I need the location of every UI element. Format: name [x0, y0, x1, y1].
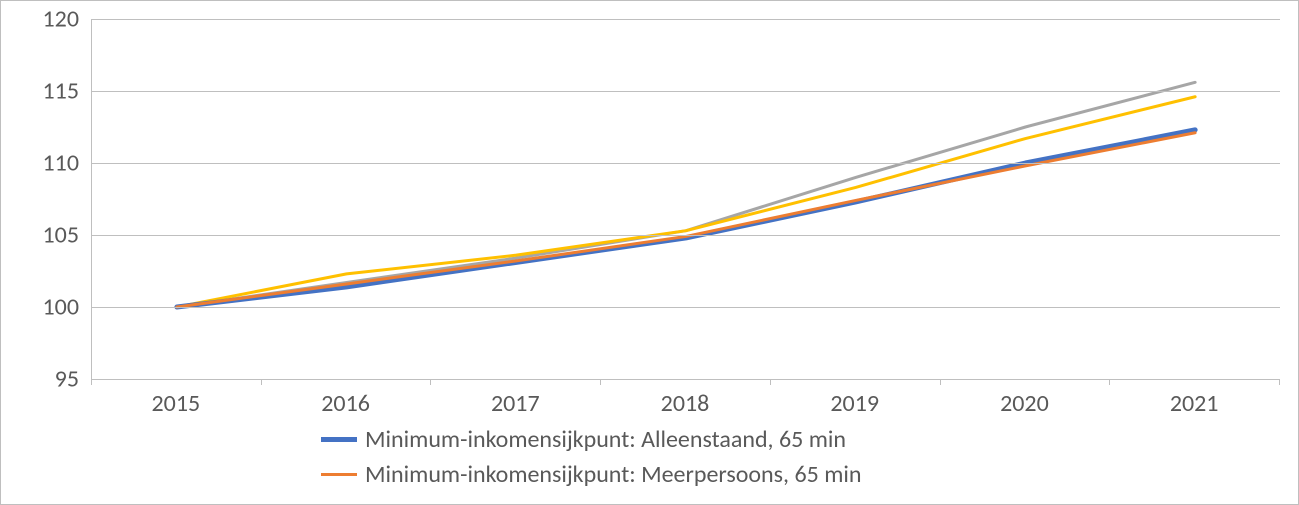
legend-item: Minimum-inkomensijkpunt: Meerpersoons, 6… — [321, 460, 862, 489]
chart-lines — [92, 19, 1280, 379]
plot-area — [91, 19, 1280, 380]
y-tick-label: 100 — [1, 293, 79, 322]
x-tick-label: 2015 — [152, 389, 201, 418]
y-tick-label: 105 — [1, 221, 79, 250]
x-tick-label: 2017 — [491, 389, 540, 418]
x-tick-label: 2019 — [830, 389, 879, 418]
x-tick-mark — [940, 379, 941, 385]
y-tick-label: 110 — [1, 149, 79, 178]
legend-swatch — [321, 437, 357, 442]
chart-legend: Minimum-inkomensijkpunt: Alleenstaand, 6… — [321, 425, 862, 489]
gridline — [92, 235, 1280, 236]
y-tick-label: 115 — [1, 77, 79, 106]
x-tick-mark — [91, 379, 92, 385]
gridline — [92, 19, 1280, 20]
legend-label: Minimum-inkomensijkpunt: Meerpersoons, 6… — [365, 460, 862, 489]
x-tick-mark — [1279, 379, 1280, 385]
gridline — [92, 163, 1280, 164]
x-tick-label: 2016 — [321, 389, 370, 418]
x-tick-mark — [600, 379, 601, 385]
line-chart: Minimum-inkomensijkpunt: Alleenstaand, 6… — [0, 0, 1299, 505]
x-tick-label: 2018 — [661, 389, 710, 418]
legend-label: Minimum-inkomensijkpunt: Alleenstaand, 6… — [365, 425, 846, 454]
y-tick-label: 120 — [1, 5, 79, 34]
gridline — [92, 91, 1280, 92]
x-tick-mark — [261, 379, 262, 385]
series-line — [177, 97, 1195, 307]
x-tick-mark — [770, 379, 771, 385]
x-tick-mark — [1109, 379, 1110, 385]
y-tick-label: 95 — [1, 365, 79, 394]
x-tick-mark — [430, 379, 431, 385]
x-tick-label: 2021 — [1170, 389, 1219, 418]
legend-item: Minimum-inkomensijkpunt: Alleenstaand, 6… — [321, 425, 862, 454]
series-line — [177, 82, 1195, 307]
legend-swatch — [321, 473, 357, 476]
gridline — [92, 307, 1280, 308]
x-tick-label: 2020 — [1000, 389, 1049, 418]
series-line — [177, 130, 1195, 307]
